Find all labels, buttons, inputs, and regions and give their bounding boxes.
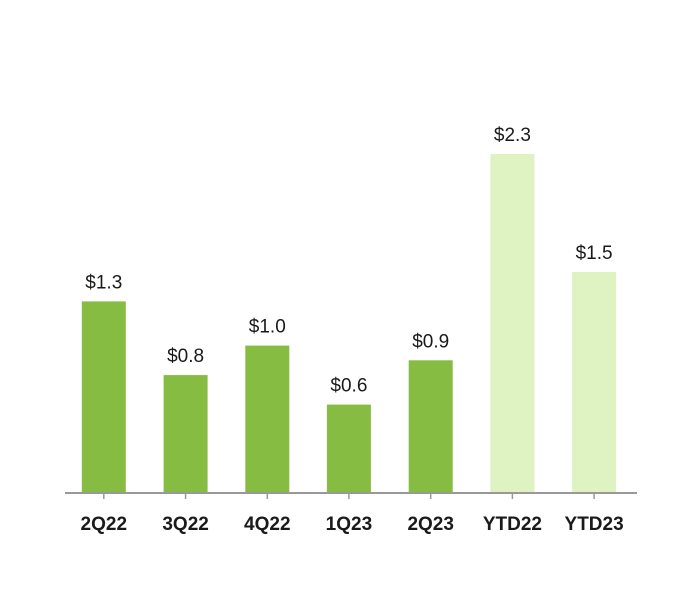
bar-ytd22 <box>490 154 535 493</box>
value-label-2q22: $1.3 <box>85 272 122 293</box>
value-label-2q23: $0.9 <box>412 331 449 352</box>
tick-label-2q23: 2Q23 <box>407 514 453 535</box>
bar-2q22 <box>81 301 126 493</box>
tick-label-ytd23: YTD23 <box>565 514 624 535</box>
value-label-1q23: $0.6 <box>330 376 367 397</box>
tick-label-3q22: 3Q22 <box>162 514 208 535</box>
bar-1q23 <box>326 404 371 493</box>
value-labels-group: $1.3 $0.8 $1.0 $0.6 $0.9 $2.3 $1.5 <box>85 125 612 397</box>
tick-label-2q22: 2Q22 <box>81 514 127 535</box>
value-label-ytd23: $1.5 <box>576 243 613 264</box>
value-label-3q22: $0.8 <box>167 346 204 367</box>
bar-4q22 <box>245 345 290 493</box>
bar-3q22 <box>163 375 208 493</box>
value-label-ytd22: $2.3 <box>494 125 531 146</box>
tick-label-1q23: 1Q23 <box>326 514 372 535</box>
tick-label-4q22: 4Q22 <box>244 514 290 535</box>
bar-ytd23 <box>572 271 617 493</box>
bars-group <box>81 154 617 493</box>
x-axis-tick-labels-group: 2Q22 3Q22 4Q22 1Q23 2Q23 YTD22 YTD23 <box>81 514 624 535</box>
tick-label-ytd22: YTD22 <box>483 514 542 535</box>
bar-2q23 <box>408 360 453 493</box>
value-label-4q22: $1.0 <box>249 317 286 338</box>
